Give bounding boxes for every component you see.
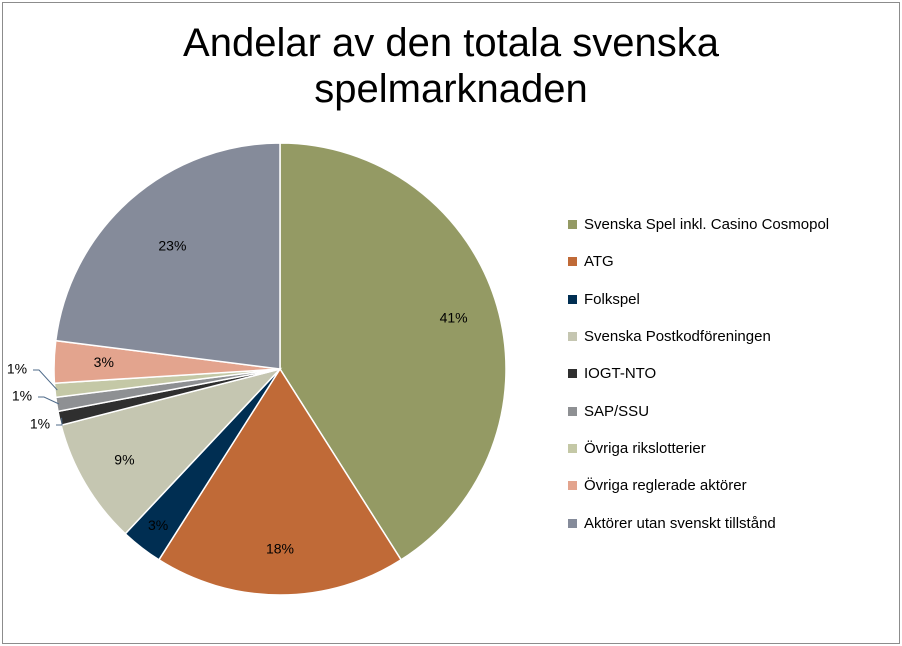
legend-label: Svenska Spel inkl. Casino Cosmopol	[584, 216, 830, 234]
legend-label: ATG	[584, 253, 614, 271]
legend-swatch	[568, 257, 577, 267]
legend-item: Svenska Spel inkl. Casino Cosmopol	[568, 206, 829, 243]
slice-data-label: 23%	[158, 238, 186, 254]
legend-swatch	[568, 369, 577, 379]
slice-data-label: 41%	[440, 309, 468, 325]
chart-title-line-2: spelmarknaden	[314, 67, 588, 111]
legend-item: Folkspel	[568, 281, 829, 318]
legend-swatch	[568, 220, 577, 230]
slice-data-label: 1%	[30, 416, 50, 432]
legend-swatch	[568, 518, 577, 528]
legend-swatch	[568, 406, 577, 416]
legend: Svenska Spel inkl. Casino Cosmopol ATG Fol…	[568, 206, 829, 542]
leader-line	[56, 417, 63, 426]
legend-item: SAP/SSU	[568, 392, 829, 429]
slice-data-label: 3%	[148, 517, 168, 533]
slice-data-label: 18%	[266, 541, 294, 557]
legend-label: Övriga reglerade aktörer	[584, 477, 747, 495]
legend-label: Övriga rikslotterier	[584, 439, 706, 457]
legend-label: IOGT-NTO	[584, 365, 657, 383]
slice-data-label: 1%	[12, 388, 32, 404]
legend-label: Aktörer utan svenskt tillstånd	[584, 514, 776, 532]
legend-item: Svenska Postkodföreningen	[568, 318, 829, 355]
legend-swatch	[568, 443, 577, 453]
slice-data-label: 9%	[114, 452, 134, 468]
legend-label: SAP/SSU	[584, 402, 650, 420]
legend-label: Folkspel	[584, 290, 640, 308]
chart-title-line-1: Andelar av den totala svenska	[183, 21, 719, 65]
pie-slice	[54, 142, 281, 370]
legend-item: Övriga rikslotterier	[568, 430, 829, 467]
legend-swatch	[568, 294, 577, 304]
leader-line	[38, 396, 60, 405]
legend-item: IOGT-NTO	[568, 355, 829, 392]
pie-slice	[157, 367, 403, 596]
legend-swatch	[568, 332, 577, 342]
legend-item: Aktörer utan svenskt tillstånd	[568, 504, 829, 541]
legend-swatch	[568, 481, 577, 491]
legend-item: ATG	[568, 243, 829, 280]
pie-slice	[60, 367, 283, 535]
leader-line	[33, 369, 58, 391]
legend-item: Övriga reglerade aktörer	[568, 467, 829, 504]
chart-title: Andelar av den totala svenska spelmarkna…	[0, 20, 902, 112]
slice-data-label: 3%	[94, 354, 114, 370]
legend-label: Svenska Postkodföreningen	[584, 328, 771, 346]
slice-data-label: 1%	[7, 361, 27, 377]
pie-slice	[279, 142, 507, 561]
